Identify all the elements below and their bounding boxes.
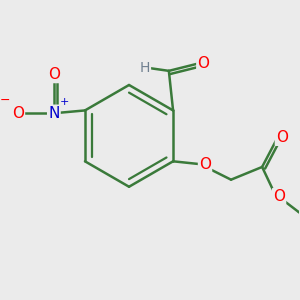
Text: −: − (0, 94, 10, 107)
Text: O: O (197, 56, 209, 71)
Text: +: + (60, 97, 70, 107)
Text: O: O (48, 67, 60, 82)
Text: O: O (276, 130, 288, 145)
Text: O: O (199, 157, 211, 172)
Text: O: O (12, 106, 24, 121)
Text: N: N (48, 106, 60, 121)
Text: O: O (273, 189, 285, 204)
Text: H: H (140, 61, 150, 75)
